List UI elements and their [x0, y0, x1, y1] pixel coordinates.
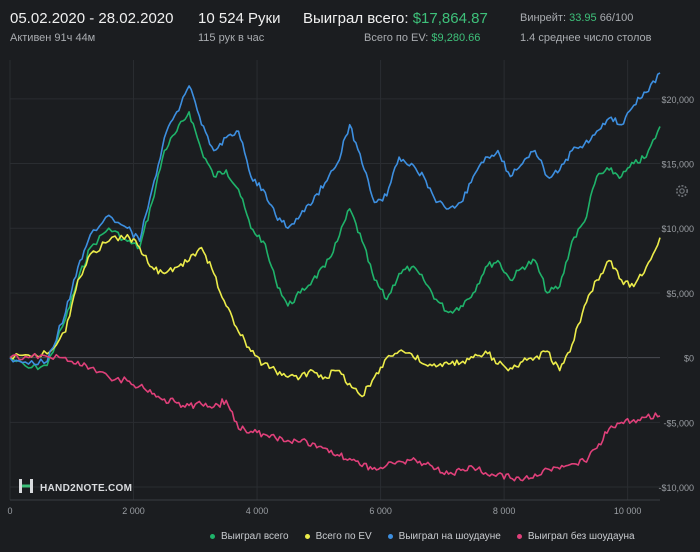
- series-line: [9, 111, 661, 371]
- x-tick-label: 0: [7, 506, 12, 516]
- x-tick-label: 4 000: [246, 506, 269, 516]
- y-tick-label: $5,000: [666, 289, 694, 299]
- legend-item[interactable]: Выиграл всего: [210, 531, 289, 542]
- hands-per-hour: 115 рук в час: [198, 32, 265, 44]
- won-total-value: $17,864.87: [412, 10, 488, 27]
- hand2note-logo: HAND2NOTE.COM: [18, 478, 132, 499]
- x-tick-label: 8 000: [493, 506, 516, 516]
- x-tick-label: 10 000: [614, 506, 642, 516]
- profit-chart: -$10,000 -$5,000 $0 $5,000 $10,000 $15,000 $20…: [7, 60, 694, 516]
- won-total: Выиграл всего: $17,864.87: [303, 10, 488, 27]
- legend-item[interactable]: Всего по EV: [304, 530, 372, 542]
- series-line: [9, 233, 661, 398]
- series-line: [9, 72, 661, 366]
- date-range: 05.02.2020 - 28.02.2020: [10, 10, 174, 27]
- x-tick-label: 6 000: [369, 506, 392, 516]
- legend-dot: [210, 533, 215, 539]
- logo-text: HAND2NOTE.COM: [40, 483, 133, 494]
- ev-total-value: $9,280.66: [431, 32, 481, 44]
- y-tick-label: -$10,000: [658, 483, 694, 493]
- x-tick-label: 2 000: [122, 506, 145, 516]
- gear-icon[interactable]: [674, 183, 690, 199]
- chart-legend: Выиграл всего Всего по EV Выиграл на шоуда…: [210, 527, 690, 545]
- active-time: Активен 91ч 44м: [10, 32, 96, 44]
- hands-count: 10 524 Руки: [198, 10, 281, 27]
- legend-item[interactable]: Выиграл без шоудауна: [516, 530, 635, 542]
- y-tick-label: $15,000: [661, 160, 694, 170]
- winrate-label: Винрейт:: [520, 12, 567, 24]
- summary-header: 05.02.2020 - 28.02.2020 Активен 91ч 44м …: [0, 0, 700, 52]
- winrate: Винрейт: 33.95 66/100: [520, 12, 633, 24]
- legend-label: Выиграл всего: [221, 530, 289, 542]
- y-tick-label: $0: [684, 354, 694, 364]
- legend-item[interactable]: Выиграл на шоудауне: [387, 530, 501, 542]
- hand2note-logo-icon: [18, 478, 34, 499]
- won-total-label: Выиграл всего:: [303, 10, 409, 27]
- winrate-value: 33.95: [569, 12, 597, 24]
- legend-label: Выиграл на шоудауне: [398, 530, 501, 542]
- y-tick-label: $10,000: [661, 224, 694, 234]
- y-tick-label: $20,000: [661, 95, 694, 105]
- avg-tables: 1.4 среднее число столов: [520, 32, 652, 44]
- legend-dot: [516, 533, 522, 539]
- legend-label: Всего по EV: [315, 530, 372, 542]
- winrate-extra: 66/100: [599, 12, 634, 24]
- legend-dot: [304, 533, 310, 539]
- series-line: [9, 352, 661, 482]
- ev-total: Всего по EV: $9,280.66: [364, 32, 480, 44]
- legend-dot: [387, 533, 393, 539]
- y-tick-label: -$5,000: [663, 418, 694, 428]
- legend-label: Выиграл без шоудауна: [527, 530, 635, 542]
- ev-total-label: Всего по EV:: [364, 32, 429, 44]
